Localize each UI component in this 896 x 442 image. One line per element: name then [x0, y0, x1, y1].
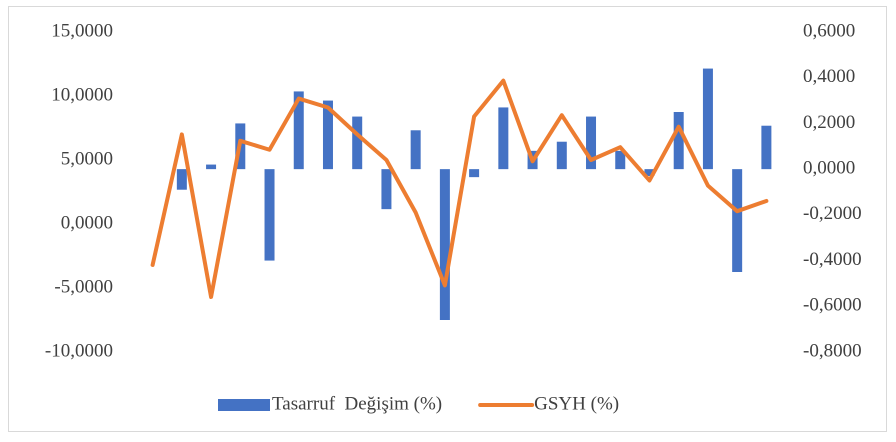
y2-tick-label: -0,8000 — [803, 340, 862, 361]
bar — [673, 112, 684, 170]
bar — [264, 169, 275, 261]
y2-tick-label: 0,2000 — [803, 112, 855, 133]
bar — [381, 169, 392, 210]
bar — [644, 169, 655, 176]
bar — [498, 107, 509, 170]
bar — [176, 169, 187, 190]
bar — [352, 116, 363, 170]
bar — [322, 100, 333, 170]
y2-tick-label: -0,2000 — [803, 203, 862, 224]
y2-tick-label: 0,0000 — [803, 158, 855, 179]
y2-tick-label: 0,6000 — [803, 20, 855, 41]
bar — [761, 125, 772, 170]
y-tick-label: -5,0000 — [54, 276, 113, 297]
y-tick-label: 0,0000 — [61, 212, 113, 233]
bar — [206, 164, 217, 170]
legend-label: GSYH (%) — [534, 393, 619, 414]
bar — [586, 116, 597, 170]
line — [150, 78, 769, 299]
y2-tick-label: -0,4000 — [803, 249, 862, 270]
legend-label: Tasarruf Değişim (%) — [272, 393, 442, 414]
bar — [410, 130, 421, 170]
y-tick-label: -10,0000 — [45, 340, 113, 361]
bar — [615, 150, 626, 170]
y2-tick-label: 0,4000 — [803, 66, 855, 87]
y-tick-label: 15,0000 — [51, 20, 113, 41]
bar — [439, 169, 450, 320]
bar — [293, 91, 304, 170]
bar — [732, 169, 743, 272]
y-tick-label: 5,0000 — [61, 148, 113, 169]
legend-swatch — [218, 399, 270, 411]
y2-tick-label: -0,6000 — [803, 295, 862, 316]
bar — [469, 169, 480, 178]
y-tick-label: 10,0000 — [51, 84, 113, 105]
bar — [556, 141, 567, 170]
bar — [702, 68, 713, 170]
